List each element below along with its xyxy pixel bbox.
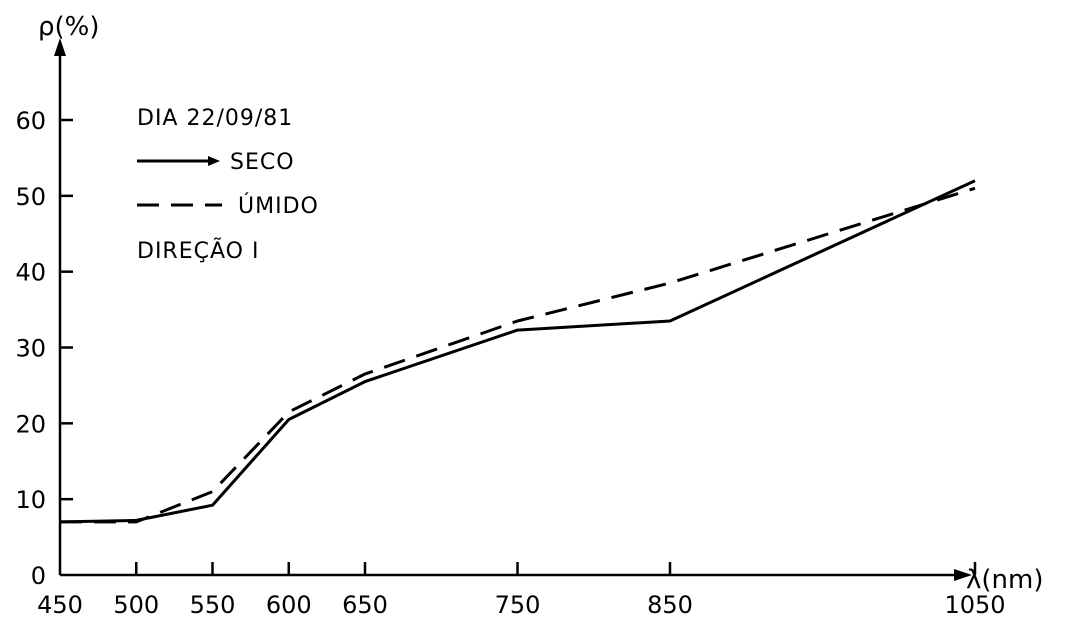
- x-axis: λ(nm): [60, 565, 1043, 595]
- x-tick-label: 650: [342, 591, 388, 619]
- x-axis-arrow: [954, 569, 972, 581]
- x-tick-label: 600: [266, 591, 312, 619]
- series-line-seco: [59, 179, 976, 524]
- y-tick-label: 30: [15, 335, 46, 363]
- legend-footer: DIREÇÃO I: [137, 237, 259, 264]
- legend-heading: DIA 22/09/81: [137, 106, 293, 131]
- y-tick-label: 0: [31, 562, 46, 590]
- x-tick-label: 550: [190, 591, 236, 619]
- y-tick-label: 50: [15, 183, 46, 211]
- y-axis: ρ(%): [38, 12, 100, 575]
- x-ticks: 450 500 550 600 650 750 850 1050: [37, 562, 1006, 619]
- legend-label-umido: ÚMIDO: [238, 193, 319, 219]
- x-tick-label: 850: [647, 591, 693, 619]
- x-tick-label: 450: [37, 591, 83, 619]
- y-axis-arrow: [54, 38, 66, 56]
- series-layer: [59, 179, 976, 524]
- y-tick-label: 10: [15, 486, 46, 514]
- y-tick-label: 40: [15, 259, 46, 287]
- legend: DIA 22/09/81 SECO ÚMIDO DIREÇÃO I: [137, 106, 319, 264]
- x-tick-label: 500: [113, 591, 159, 619]
- x-axis-title: λ(nm): [966, 565, 1043, 595]
- y-tick-label: 20: [15, 410, 46, 438]
- y-ticks: 0 10 20 30 40 50 60: [15, 107, 73, 590]
- y-tick-label: 60: [15, 107, 46, 135]
- series-line-umido: [60, 186, 976, 524]
- legend-swatch-arrow: [208, 156, 220, 166]
- y-axis-title: ρ(%): [38, 12, 100, 42]
- x-tick-label: 1050: [944, 591, 1005, 619]
- x-tick-label: 750: [495, 591, 541, 619]
- legend-label-seco: SECO: [230, 150, 295, 175]
